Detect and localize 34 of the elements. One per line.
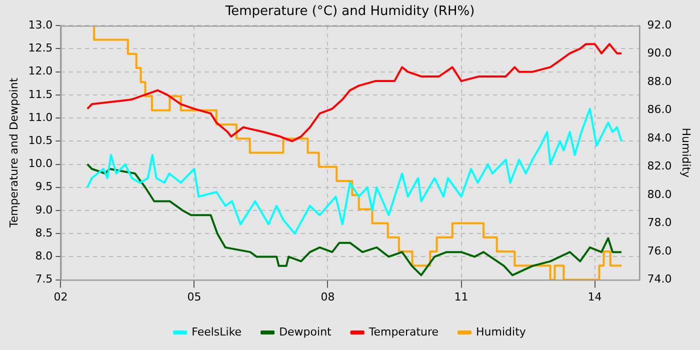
y-tick-label: 9.0	[35, 203, 53, 216]
y2-tick-label: 86.0	[647, 103, 672, 116]
y-tick-label: 13.0	[28, 18, 53, 32]
y2-tick-label: 82.0	[647, 160, 672, 173]
y2-tick-label: 74.0	[647, 272, 672, 286]
x-tick-label: 08	[320, 290, 335, 304]
y-tick-label: 10.0	[28, 157, 53, 170]
y2-tick-label: 84.0	[647, 131, 672, 144]
legend-label: Humidity	[476, 325, 526, 338]
y-tick-label: 9.5	[35, 180, 53, 194]
y-tick-label: 7.5	[35, 272, 53, 286]
x-tick-label: 14	[588, 290, 602, 304]
y2-tick-label: 90.0	[647, 46, 672, 60]
legend-label: FeelsLike	[192, 325, 242, 338]
legend-label: Temperature	[368, 325, 439, 338]
y2-tick-label: 88.0	[647, 74, 672, 88]
y2-tick-label: 76.0	[647, 244, 672, 258]
y-tick-label: 10.5	[28, 134, 53, 148]
y-tick-label: 12.5	[28, 42, 53, 55]
legend-label: Dewpoint	[279, 325, 332, 338]
y-tick-label: 8.0	[35, 250, 53, 263]
y-tick-label: 11.5	[28, 88, 53, 101]
x-tick-label: 11	[454, 290, 468, 304]
chart-title: Temperature (°C) and Humidity (RH%)	[224, 4, 475, 20]
y-axis-title: Temperature and Dewpoint	[7, 77, 20, 229]
y-tick-label: 12.0	[28, 64, 53, 78]
y2-tick-label: 78.0	[647, 216, 672, 230]
y2-tick-label: 92.0	[647, 18, 672, 32]
y2-axis-title: Humidity	[680, 128, 693, 178]
y-tick-label: 8.5	[35, 226, 53, 240]
x-tick-label: 02	[54, 290, 68, 304]
x-tick-label: 05	[187, 290, 202, 304]
y-tick-label: 11.0	[28, 110, 53, 124]
y2-tick-label: 80.0	[647, 188, 672, 201]
